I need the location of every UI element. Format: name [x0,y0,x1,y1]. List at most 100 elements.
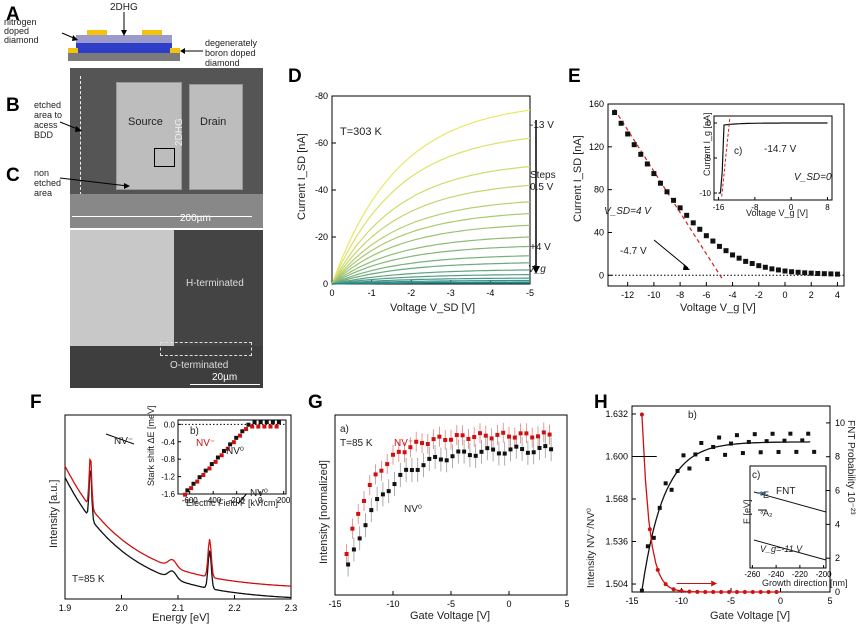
h-data-point [717,435,722,440]
h-fnt-point [711,589,716,594]
e-xlabel: Voltage V_g [V] [680,302,756,314]
f-inset-nv0-point [240,429,245,434]
g-nv0-point [525,450,530,455]
g-nv0-point [415,467,420,472]
h-data-point [806,431,811,436]
e-data-point [690,220,696,226]
h-ylabel-right: FNT Probability 10⁻²³ [845,420,856,515]
g-nv0-point [485,446,490,451]
h-fnt-point [727,589,732,594]
e-data-point [697,226,703,232]
f-inset-nvm-point [219,453,224,458]
nonetched-line2: etched [34,178,62,188]
panel-label-e: E [568,66,581,87]
h-inset-xtick-label: -220 [792,570,809,579]
g-nvm-point [356,511,361,516]
panel-bc-arrows [59,121,130,189]
substrate-layer [68,53,180,61]
h-data-point [699,440,704,445]
e-xtick-label: 4 [835,290,840,300]
h-ytick-label: 1.568 [605,494,628,504]
e-inset-xtick-label: -8 [751,203,759,212]
e-data-point [736,255,742,261]
g-nv0-point [456,449,461,454]
d-ytick-label: -80 [315,91,328,101]
etched-line2: area to [34,110,63,120]
e-vsd-label: V_SD=4 V [604,206,651,217]
g-nv0-point [549,447,554,452]
g-nvm-point [431,437,436,442]
f-inset-ytick-label: -0.4 [161,438,175,447]
h-data-point [651,535,656,540]
top-contact-left [87,30,107,35]
e-data-point [612,110,618,116]
e-data-point [808,270,814,276]
h-data-point [711,444,716,449]
e-ylabel: Current I_SD [nA] [572,135,584,222]
a-nitrogen-line1: nitrogen [4,17,37,27]
g-xtick-label: 5 [564,599,569,609]
f-inset-nvm-point [244,427,249,432]
e-inset-threshold: -14.7 V [764,144,797,155]
g-nv0-point [409,468,414,473]
e-data-point [802,270,808,276]
h-fnt-point [647,527,652,532]
f-inset-nv0-point [228,442,233,447]
g-xtick-label: -15 [328,599,341,609]
d-xtick-label: -4 [486,288,494,298]
g-nvm-point [507,434,511,439]
e-data-point [677,205,683,211]
h-inset-xlabel: Growth direction [nm] [762,578,848,588]
g-nv0-point [537,445,542,450]
d-bottom-voltage: +4 V [530,242,551,253]
e-data-point [743,258,749,264]
e-ytick-label: 80 [594,185,604,195]
g-nv0-point [467,453,472,458]
e-data-point [723,248,729,254]
nonetched-line3: area [34,188,53,198]
e-data-point [795,269,801,275]
h-fnt-point [695,589,700,594]
e-data-point [834,271,840,277]
f-inset-nvm-point [256,424,261,429]
g-nvm-label: NV⁻ [394,438,414,449]
a-2dhg-label: 2DHG [110,2,138,13]
f-inset-nv0-point [222,448,227,453]
d-temp-label: T=303 K [340,126,382,138]
f-inset-nvm-point [250,424,255,429]
h-y2tick-label: 6 [835,486,840,496]
g-nv0-point [502,451,507,456]
e-xtick-label: -8 [676,290,684,300]
f-inset-nvm-point [274,424,279,429]
f-inset-nv0-point [203,468,208,473]
h-data-point [693,452,698,457]
e-xtick-label: -10 [647,290,660,300]
plot-frame-e [607,103,845,287]
g-nvm-point [414,439,419,444]
boron-doped-layer [76,43,172,53]
e-threshold-arrow-head [683,264,690,270]
h-right-arrow-head [711,580,718,587]
h-data-point [740,451,745,456]
f-temp-label: T=85 K [72,574,105,585]
g-nvm-point [425,442,430,447]
h-data-point [776,449,781,454]
h-fnt-point [719,589,724,594]
g-nvm-point [478,431,482,436]
a-nitrogen-line3: diamond [4,35,39,45]
h-data-point [812,449,817,454]
h-fit-curve [641,441,811,591]
f-inset-nvm-point [237,433,242,438]
f-ylabel: Intensity [a.u.] [48,479,60,548]
h-fnt-point [703,589,708,594]
e-data-point [782,268,788,274]
e-ytick-label: 40 [594,227,604,237]
h-data-point [645,544,650,549]
d-series-line [331,224,531,285]
g-nvm-point [501,430,506,435]
h-fnt-point [766,590,771,594]
d-series-line [331,269,531,285]
h-y2tick-label: 0 [835,587,840,597]
e-inset-label: c) [734,146,743,157]
device-stack-diagram [66,26,186,66]
